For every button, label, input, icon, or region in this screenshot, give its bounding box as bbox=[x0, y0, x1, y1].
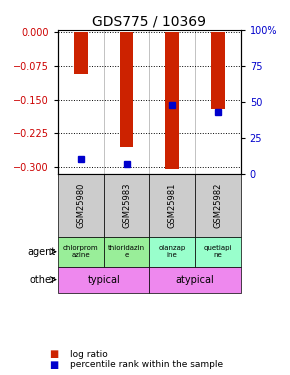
Text: olanzap
ine: olanzap ine bbox=[159, 245, 186, 258]
Text: GSM25981: GSM25981 bbox=[168, 183, 177, 228]
Text: GSM25980: GSM25980 bbox=[76, 183, 85, 228]
Bar bbox=[195, 237, 241, 267]
Bar bbox=[149, 267, 241, 292]
Text: GSM25982: GSM25982 bbox=[213, 183, 222, 228]
Text: typical: typical bbox=[87, 274, 120, 285]
Text: quetiapi
ne: quetiapi ne bbox=[204, 245, 232, 258]
Bar bbox=[104, 174, 149, 237]
Text: agent: agent bbox=[27, 247, 55, 257]
Text: ■: ■ bbox=[49, 350, 59, 359]
Text: atypical: atypical bbox=[176, 274, 214, 285]
Text: GSM25983: GSM25983 bbox=[122, 183, 131, 228]
Text: percentile rank within the sample: percentile rank within the sample bbox=[70, 360, 223, 369]
Bar bbox=[58, 237, 104, 267]
Text: chlorprom
azine: chlorprom azine bbox=[63, 245, 99, 258]
Text: ■: ■ bbox=[49, 360, 59, 370]
Text: log ratio: log ratio bbox=[70, 350, 107, 359]
Bar bbox=[74, 32, 88, 74]
Bar bbox=[211, 32, 225, 110]
Bar bbox=[58, 174, 104, 237]
Bar bbox=[165, 32, 179, 169]
Text: other: other bbox=[29, 274, 55, 285]
Bar bbox=[195, 174, 241, 237]
Text: thioridazin
e: thioridazin e bbox=[108, 245, 145, 258]
Bar bbox=[149, 237, 195, 267]
Bar bbox=[104, 237, 149, 267]
Bar bbox=[149, 174, 195, 237]
Bar bbox=[58, 267, 149, 292]
Title: GDS775 / 10369: GDS775 / 10369 bbox=[92, 15, 206, 29]
Bar bbox=[120, 32, 133, 147]
